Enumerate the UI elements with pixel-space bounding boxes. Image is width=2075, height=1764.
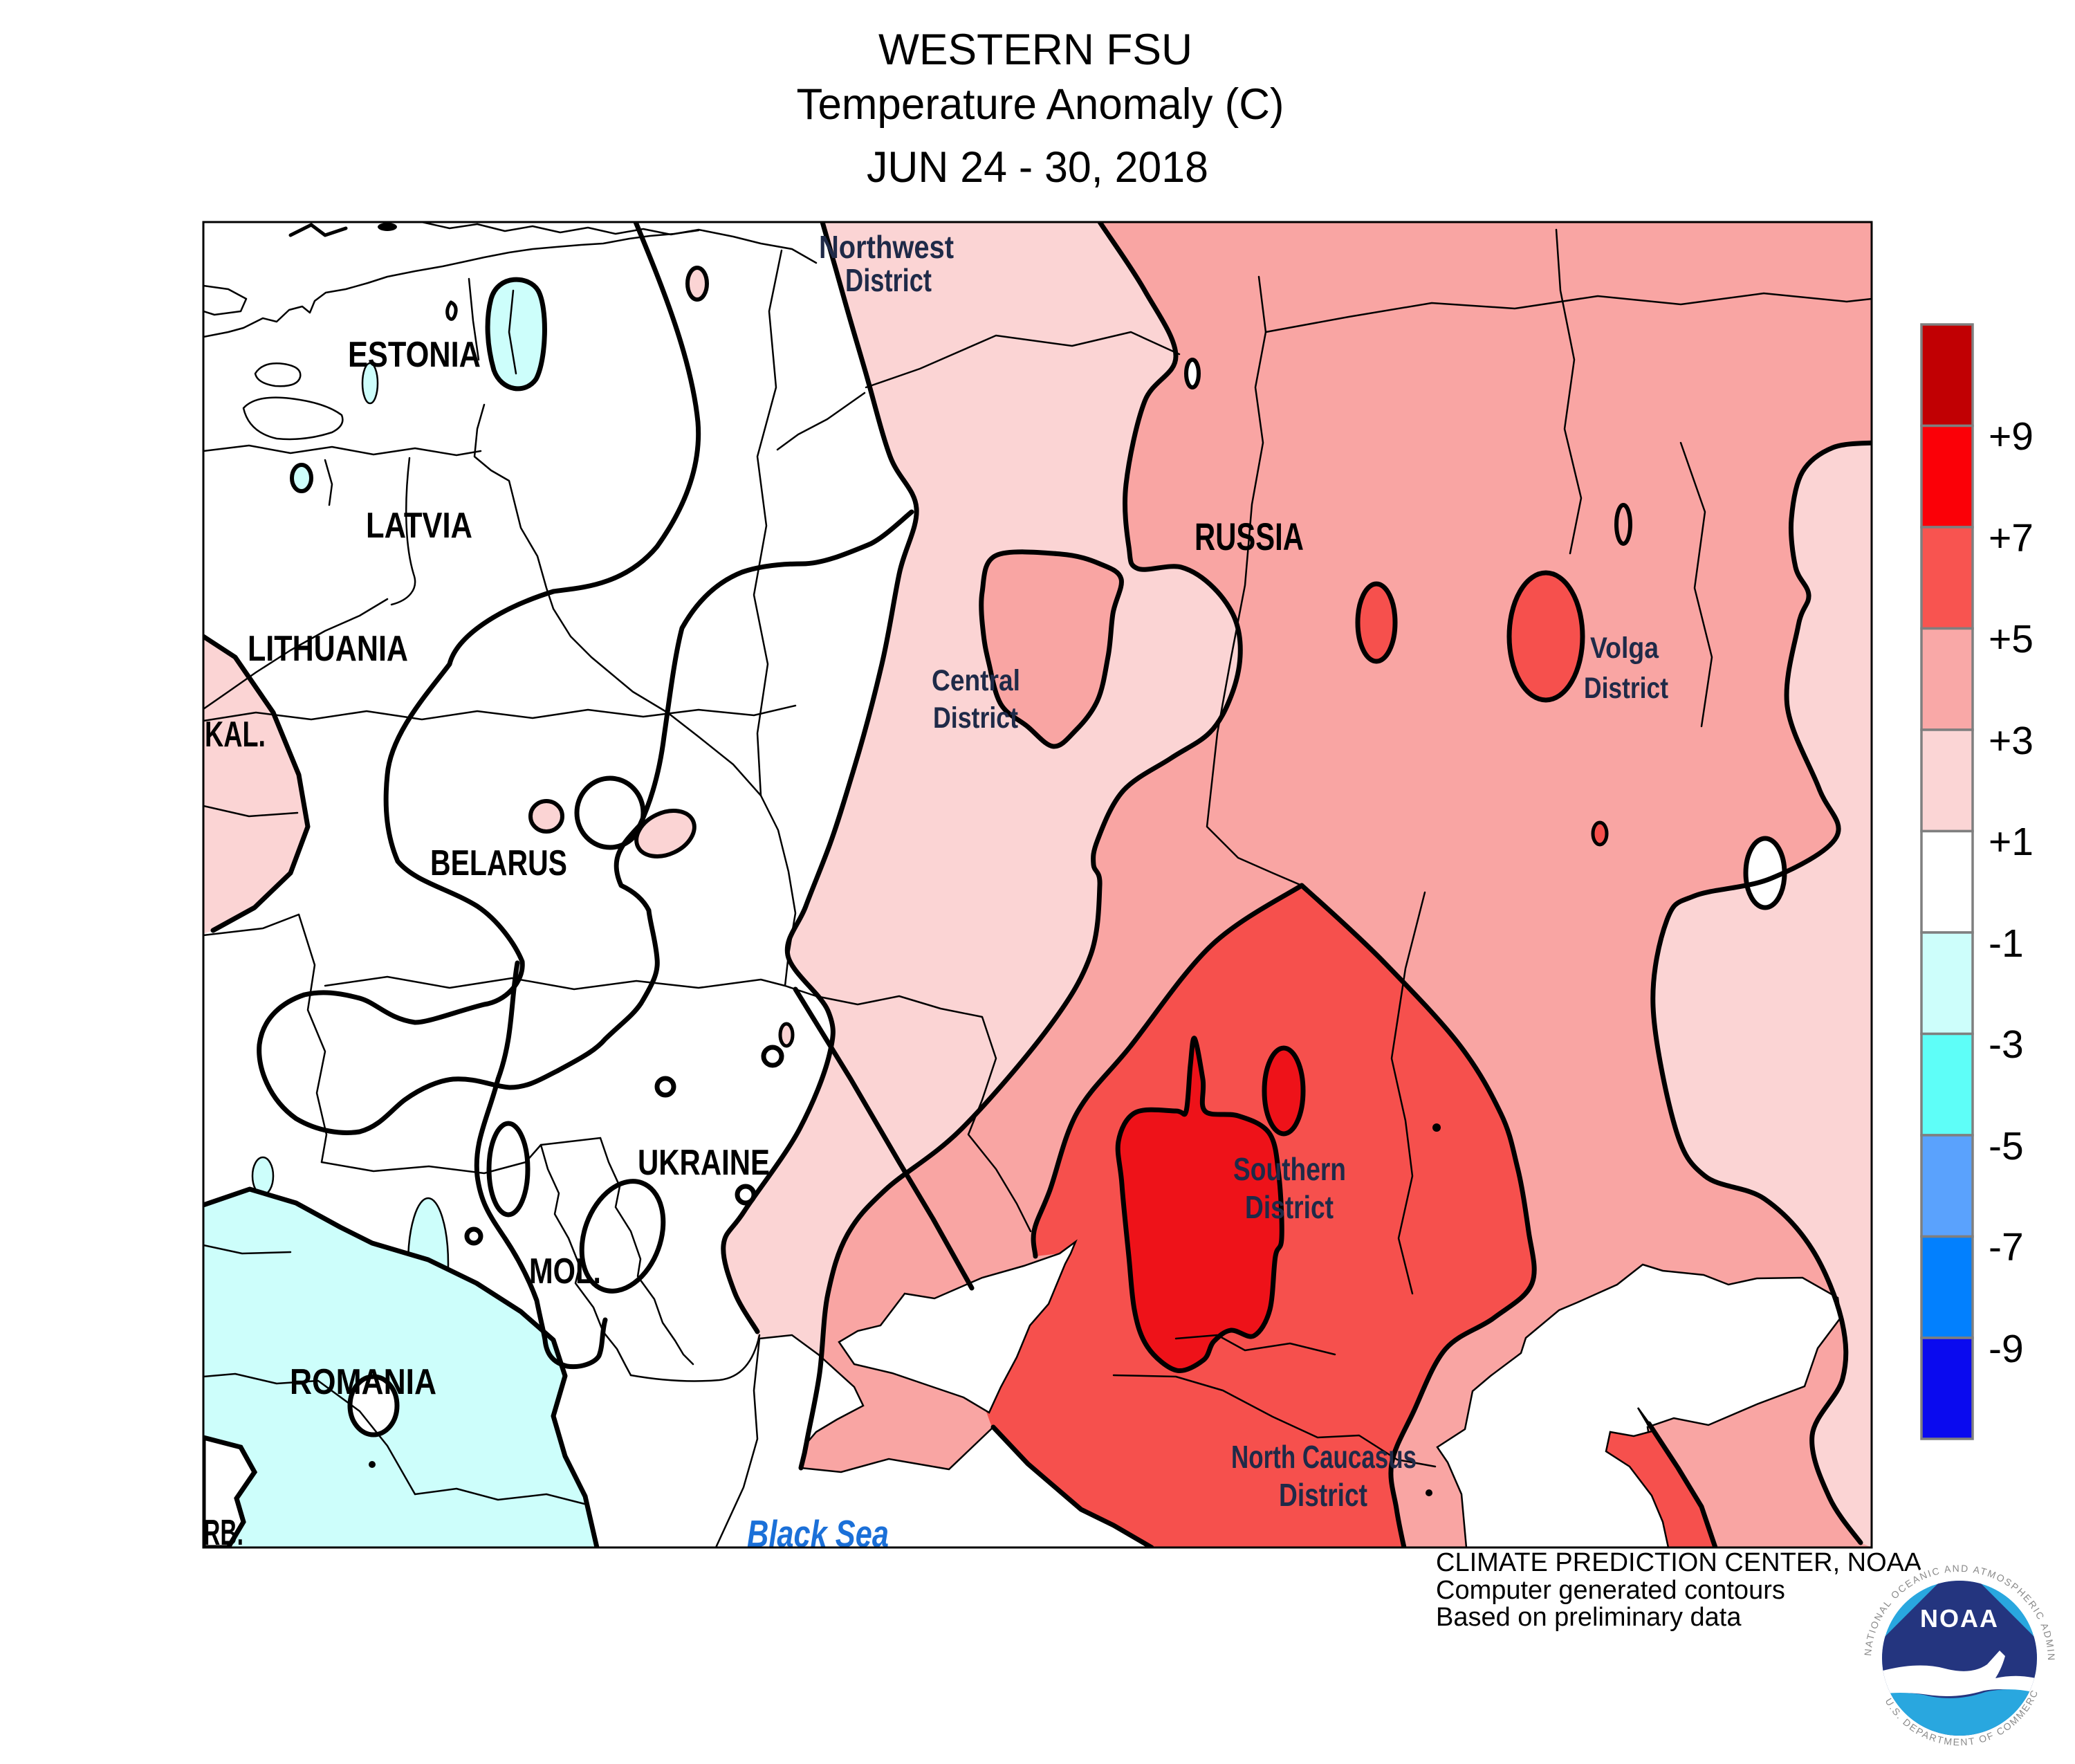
svg-text:+5: +5 (1989, 617, 2034, 661)
svg-text:ESTONIA: ESTONIA (348, 335, 481, 375)
svg-text:+1: +1 (1989, 820, 2034, 864)
svg-text:Central: Central (932, 664, 1020, 697)
svg-text:Computer generated contours: Computer generated contours (1436, 1576, 1785, 1605)
svg-text:North Caucasus: North Caucasus (1231, 1439, 1417, 1475)
svg-text:+7: +7 (1989, 516, 2034, 560)
svg-text:-5: -5 (1989, 1124, 2024, 1168)
svg-text:MOL.: MOL. (529, 1251, 601, 1292)
svg-text:WESTERN FSU: WESTERN FSU (878, 26, 1192, 74)
svg-text:Volga: Volga (1590, 632, 1659, 665)
svg-text:ROMANIA: ROMANIA (290, 1362, 436, 1402)
svg-text:Northwest: Northwest (819, 229, 954, 265)
svg-text:NOAA: NOAA (1920, 1604, 1999, 1633)
svg-text:-3: -3 (1989, 1022, 2024, 1067)
svg-text:Southern: Southern (1233, 1151, 1346, 1187)
svg-text:Temperature Anomaly (C): Temperature Anomaly (C) (797, 80, 1284, 129)
svg-text:Based on preliminary data: Based on preliminary data (1436, 1603, 1742, 1632)
svg-text:+3: +3 (1989, 719, 2034, 763)
svg-text:District: District (1584, 672, 1668, 705)
svg-text:-1: -1 (1989, 921, 2024, 966)
svg-text:District: District (933, 701, 1018, 735)
svg-text:Black Sea: Black Sea (747, 1512, 889, 1555)
svg-text:BELARUS: BELARUS (430, 843, 567, 883)
svg-text:CLIMATE PREDICTION CENTER, NOA: CLIMATE PREDICTION CENTER, NOAA (1436, 1548, 1922, 1577)
svg-text:+9: +9 (1989, 414, 2034, 459)
svg-text:RB.: RB. (203, 1513, 243, 1553)
svg-text:UKRAINE: UKRAINE (638, 1143, 770, 1183)
svg-text:LITHUANIA: LITHUANIA (248, 629, 408, 669)
svg-text:JUN 24 - 30, 2018: JUN 24 - 30, 2018 (867, 143, 1208, 192)
svg-text:RUSSIA: RUSSIA (1195, 515, 1304, 558)
svg-text:District: District (845, 262, 932, 298)
svg-text:District: District (1245, 1189, 1334, 1225)
svg-text:LATVIA: LATVIA (366, 506, 472, 546)
svg-text:-7: -7 (1989, 1225, 2024, 1269)
svg-text:District: District (1279, 1477, 1367, 1513)
svg-text:-9: -9 (1989, 1327, 2024, 1371)
svg-text:KAL.: KAL. (205, 715, 266, 755)
